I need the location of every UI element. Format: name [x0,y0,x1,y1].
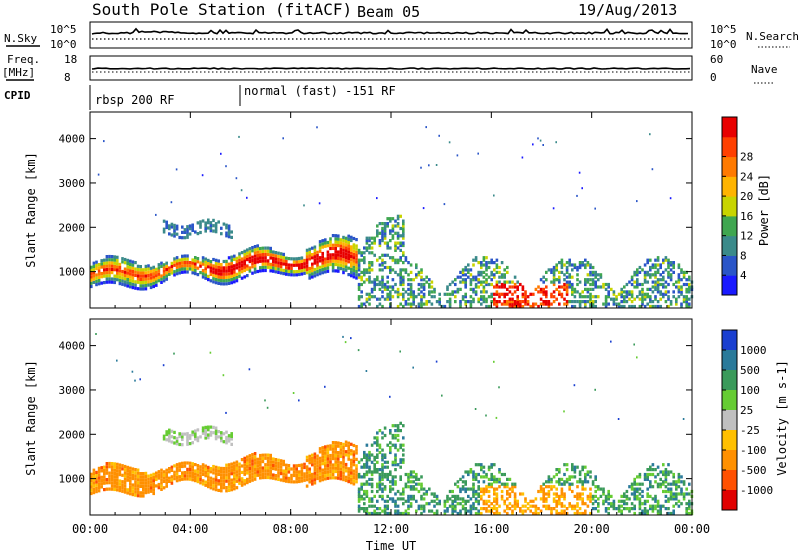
nave-label: Nave [751,63,778,76]
power-yticks: 1000 2000 3000 4000 [59,133,692,279]
colorbar-swatch [722,275,737,296]
power-heatmap-cells [90,126,694,309]
power-panel: 1000 2000 3000 4000 Slant Range [km] [24,111,694,309]
nsearch-label: N.Search [746,30,799,43]
colorbar-swatch [722,410,737,431]
freq-unit: [MHz] [2,66,35,79]
colorbar-tick-label: -25 [740,424,760,437]
colorbar-swatch [722,490,737,511]
colorbar-tick-label: 8 [740,249,747,262]
time-axis-label: Time UT [366,539,417,553]
colorbar-swatch [722,136,737,158]
power-colorbar: 4 8 12 16 20 24 28 Power [dB] [721,116,771,296]
colorbar-tick-label: 4 [740,269,747,282]
colorbar-tick-label: 500 [740,364,760,377]
colorbar-swatch [722,117,737,138]
colorbar-swatch [722,196,737,217]
colorbar-tick-label: 100 [740,384,760,397]
freq-tick-bottom: 8 [64,71,71,84]
ytick-label: 1000 [59,266,86,279]
freq-tick-top: 18 [64,53,77,66]
velocity-xticks: 00:00 04:00 08:00 12:00 16:00 20:00 00:00 [72,319,710,536]
xtick-label: 16:00 [473,522,509,536]
xtick-label: 08:00 [273,522,309,536]
nsearch-tick-bottom: 10^0 [710,38,737,51]
ytick-label: 4000 [59,340,86,353]
colorbar-tick-label: 1000 [740,344,767,357]
xtick-label: 12:00 [373,522,409,536]
colorbar-swatch [722,450,737,471]
nsearch-tick-top: 10^5 [710,23,737,36]
colorbar-swatch [722,390,737,411]
velocity-colorbar-label: Velocity [m s-1] [775,360,789,476]
power-ylabel: Slant Range [km] [24,152,38,268]
nave-tick-bottom: 0 [710,71,717,84]
velocity-colorbar: 1000 500 100 25 -25 -100 -500 -1000 Velocity [m… [721,329,789,511]
freq-strip: Freq. [MHz] 18 8 60 0 Nave [2,53,778,84]
date-label: 19/Aug/2013 [578,1,677,19]
nsky-tick-top: 10^5 [50,23,77,36]
colorbar-swatch [722,350,737,371]
ytick-label: 3000 [59,177,86,190]
colorbar-swatch [722,430,737,451]
nave-tick-top: 60 [710,53,723,66]
colorbar-tick-label: -500 [740,464,767,477]
colorbar-tick-label: -100 [740,444,767,457]
colorbar-swatch [722,470,737,491]
colorbar-swatch [722,330,737,351]
velocity-panel: 1000 2000 3000 4000 00:00 04:00 08:00 12:00 16:… [24,318,710,553]
velocity-yticks: 1000 2000 3000 4000 [59,340,692,486]
nsky-label: N.Sky [4,32,37,45]
colorbar-tick-label: 25 [740,404,753,417]
freq-label: Freq. [7,53,40,66]
power-xtick-marks [89,112,693,308]
nsky-tick-bottom: 10^0 [50,38,77,51]
ytick-label: 2000 [59,428,86,441]
colorbar-tick-label: -1000 [740,484,773,497]
colorbar-swatch [722,215,737,237]
cpid-strip: CPID rbsp 200 RF normal (fast) -151 RF [4,84,396,110]
nsky-strip: N.Sky 10^5 10^0 10^5 10^0 N.Search [4,21,799,51]
xtick-label: 04:00 [172,522,208,536]
ytick-label: 4000 [59,133,86,146]
cpid-label: CPID [4,89,31,102]
colorbar-tick-label: 16 [740,210,753,223]
power-colorbar-label: Power [dB] [757,174,771,246]
velocity-heatmap-cells [90,333,694,516]
beam-label: Beam 05 [357,3,420,21]
ytick-label: 2000 [59,221,86,234]
cpid-segment-1: rbsp 200 RF [95,93,174,107]
ytick-label: 1000 [59,473,86,486]
colorbar-swatch [722,176,737,197]
xtick-label: 00:00 [72,522,108,536]
nsky-trace [91,27,689,35]
freq-trace [91,67,691,70]
colorbar-swatch [722,156,737,177]
xtick-label: 20:00 [574,522,610,536]
velocity-colorbar-ticks: 1000 500 100 25 -25 -100 -500 -1000 [722,344,773,497]
colorbar-tick-label: 28 [740,151,753,164]
velocity-ylabel: Slant Range [km] [24,360,38,476]
power-colorbar-ticks: 4 8 12 16 20 24 28 [722,151,754,282]
colorbar-swatch [722,235,737,256]
xtick-label: 00:00 [674,522,710,536]
colorbar-tick-label: 12 [740,230,753,243]
colorbar-swatch [722,255,737,276]
ytick-label: 3000 [59,384,86,397]
colorbar-tick-label: 20 [740,190,753,203]
cpid-segment-2: normal (fast) -151 RF [244,84,396,98]
colorbar-swatch [722,370,737,391]
figure-title: South Pole Station (fitACF) [92,0,352,19]
colorbar-tick-label: 24 [740,170,754,183]
